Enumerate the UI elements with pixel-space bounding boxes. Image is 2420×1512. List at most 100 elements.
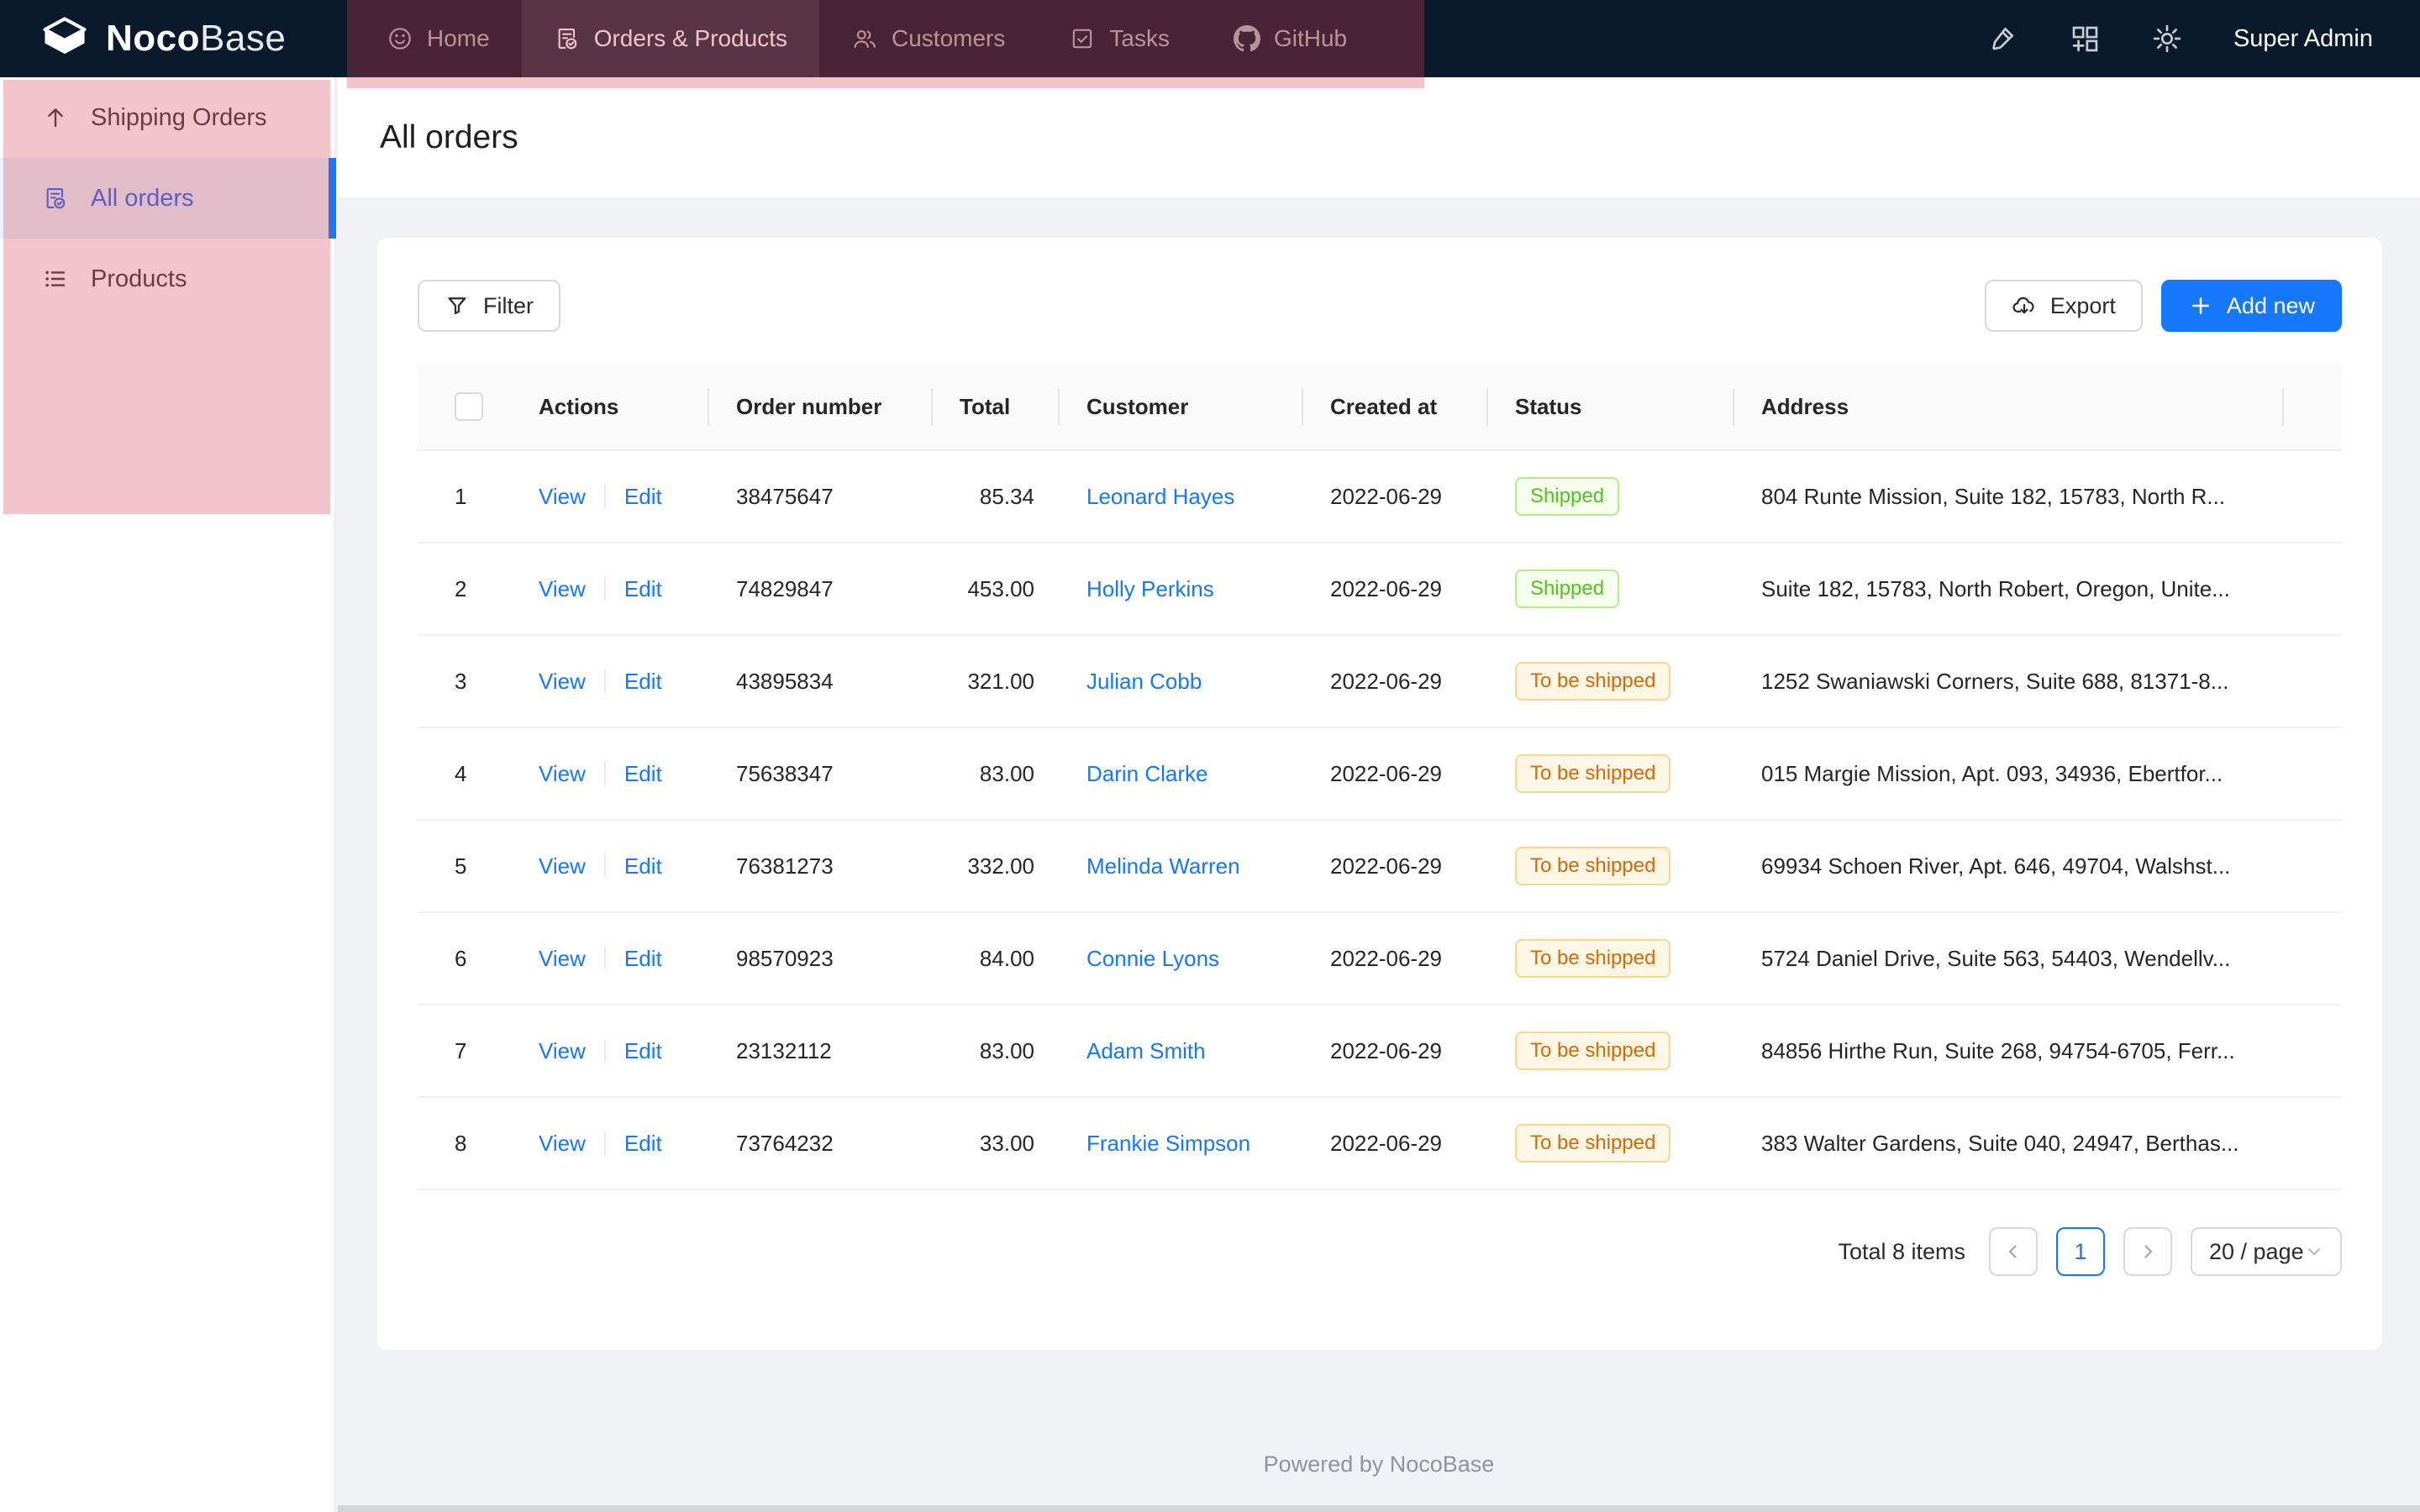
pagination-page-1[interactable]: 1	[2056, 1227, 2105, 1276]
blocks-add-icon[interactable]	[2069, 23, 2101, 55]
nav-tab-github[interactable]: GitHub	[1202, 0, 1379, 77]
edit-link[interactable]: Edit	[623, 760, 662, 786]
table-header-row: Actions Order number Total Customer Created …	[418, 364, 2342, 451]
view-link[interactable]: View	[539, 760, 586, 786]
status-badge: Shipped	[1515, 569, 1620, 609]
view-link[interactable]: View	[539, 668, 586, 694]
row-index: 2	[455, 575, 467, 601]
address-cell: 69934 Schoen River, Apt. 646, 49704, Wal…	[1761, 853, 2231, 879]
customer-link[interactable]: Adam Smith	[1086, 1037, 1206, 1063]
export-button[interactable]: Export	[1984, 280, 2143, 332]
customer-cell: Adam Smith	[1060, 1038, 1303, 1064]
row-actions: View Edit	[512, 853, 709, 879]
created-at-cell: 2022-06-29	[1330, 945, 1442, 971]
sidebar-item-label: Shipping Orders	[91, 103, 267, 131]
page-size-select[interactable]: 20 / page	[2191, 1227, 2342, 1276]
sidebar-item-label: Products	[91, 265, 187, 292]
customer-link[interactable]: Melinda Warren	[1086, 853, 1240, 879]
view-link[interactable]: View	[539, 575, 586, 601]
team-icon	[851, 25, 878, 52]
nav-tab-label: GitHub	[1273, 25, 1348, 51]
customer-link[interactable]: Frankie Simpson	[1086, 1130, 1251, 1156]
status-badge: To be shipped	[1515, 1031, 1671, 1071]
file-done-icon	[42, 185, 69, 212]
order-number-cell: 76381273	[736, 853, 834, 879]
customer-link[interactable]: Holly Perkins	[1086, 575, 1214, 601]
customer-link[interactable]: Julian Cobb	[1086, 668, 1202, 694]
sidebar-item-products[interactable]: Products	[0, 239, 334, 319]
total-cell: 453.00	[967, 575, 1034, 601]
sidebar-item-shipping-orders[interactable]: Shipping Orders	[0, 77, 334, 158]
status-badge: Shipped	[1515, 476, 1620, 517]
nav-tab-home[interactable]: Home	[355, 0, 522, 77]
pagination: Total 8 items 1 20 / page	[418, 1227, 2342, 1276]
edit-link[interactable]: Edit	[623, 853, 662, 879]
row-index: 5	[455, 853, 467, 879]
user-menu[interactable]: Super Admin	[2233, 24, 2373, 52]
row-index: 6	[455, 945, 467, 971]
view-link[interactable]: View	[539, 1037, 586, 1063]
view-link[interactable]: View	[539, 853, 586, 879]
view-link[interactable]: View	[539, 1130, 586, 1156]
edit-link[interactable]: Edit	[623, 483, 662, 509]
view-link[interactable]: View	[539, 945, 586, 971]
filter-button[interactable]: Filter	[418, 280, 560, 332]
table-row: 6 View Edit 98570923 84.00 Connie Lyons 2022-0…	[418, 913, 2342, 1005]
status-cell: To be shipped	[1488, 938, 1734, 979]
github-icon	[1233, 25, 1260, 52]
edit-link[interactable]: Edit	[623, 1037, 662, 1063]
nav-tab-customers[interactable]: Customers	[819, 0, 1037, 77]
customer-link[interactable]: Leonard Hayes	[1086, 483, 1235, 509]
order-number-cell: 74829847	[736, 575, 834, 601]
action-divider	[603, 947, 606, 970]
order-number-cell: 38475647	[736, 483, 834, 509]
address-cell: Suite 182, 15783, North Robert, Oregon, …	[1761, 575, 2230, 601]
column-header-empty	[2284, 364, 2342, 449]
gear-icon[interactable]	[2151, 23, 2183, 55]
view-link[interactable]: View	[539, 483, 586, 509]
status-cell: To be shipped	[1488, 661, 1734, 701]
pagination-next-button[interactable]	[2123, 1227, 2172, 1276]
chevron-down-icon	[2305, 1242, 2323, 1261]
created-at-cell: 2022-06-29	[1330, 575, 1442, 601]
sidebar-menu: Shipping Orders All orders Products	[0, 77, 336, 1512]
file-done-icon	[554, 25, 581, 52]
customer-link[interactable]: Connie Lyons	[1086, 945, 1220, 971]
column-header-order-number: Order number	[709, 364, 933, 449]
created-at-cell: 2022-06-29	[1330, 760, 1442, 786]
status-cell: To be shipped	[1488, 1123, 1734, 1163]
pagination-prev-button[interactable]	[1989, 1227, 2038, 1276]
sidebar-item-label: All orders	[91, 184, 194, 212]
task-check-icon	[1069, 25, 1096, 52]
edit-link[interactable]: Edit	[623, 1130, 662, 1156]
address-cell: 383 Walter Gardens, Suite 040, 24947, Be…	[1761, 1130, 2239, 1156]
customer-cell: Julian Cobb	[1060, 669, 1303, 695]
table-row: 7 View Edit 23132112 83.00 Adam Smith 2022-06-…	[418, 1005, 2342, 1098]
status-badge: To be shipped	[1515, 661, 1671, 701]
column-header-address: Address	[1734, 364, 2284, 449]
highlighter-icon[interactable]	[1986, 23, 2018, 55]
edit-link[interactable]: Edit	[623, 668, 662, 694]
total-cell: 332.00	[967, 853, 1034, 879]
top-navbar: NocoBase Home Orders & Products Customers T…	[0, 0, 2420, 77]
address-cell: 015 Margie Mission, Apt. 093, 34936, Ebe…	[1761, 760, 2223, 786]
edit-link[interactable]: Edit	[623, 945, 662, 971]
column-header-actions: Actions	[512, 364, 709, 449]
plus-icon	[2188, 293, 2213, 318]
orders-table-card: Filter Export Add new	[377, 238, 2382, 1350]
chevron-right-icon	[2138, 1242, 2158, 1262]
customer-link[interactable]: Darin Clarke	[1086, 760, 1208, 786]
nav-tab-tasks[interactable]: Tasks	[1037, 0, 1202, 77]
row-actions: View Edit	[512, 576, 709, 602]
created-at-cell: 2022-06-29	[1330, 853, 1442, 879]
powered-by-footer: Powered by NocoBase	[1263, 1452, 1495, 1477]
nav-tab-orders-products[interactable]: Orders & Products	[521, 0, 820, 77]
select-all-checkbox[interactable]	[455, 392, 483, 421]
add-new-button[interactable]: Add new	[2160, 280, 2342, 332]
address-cell: 5724 Daniel Drive, Suite 563, 54403, Wen…	[1761, 945, 2231, 971]
list-icon	[42, 265, 69, 292]
sidebar-item-all-orders[interactable]: All orders	[0, 158, 336, 239]
address-cell: 84856 Hirthe Run, Suite 268, 94754-6705,…	[1761, 1037, 2235, 1063]
customer-cell: Leonard Hayes	[1060, 484, 1303, 510]
edit-link[interactable]: Edit	[623, 575, 662, 601]
